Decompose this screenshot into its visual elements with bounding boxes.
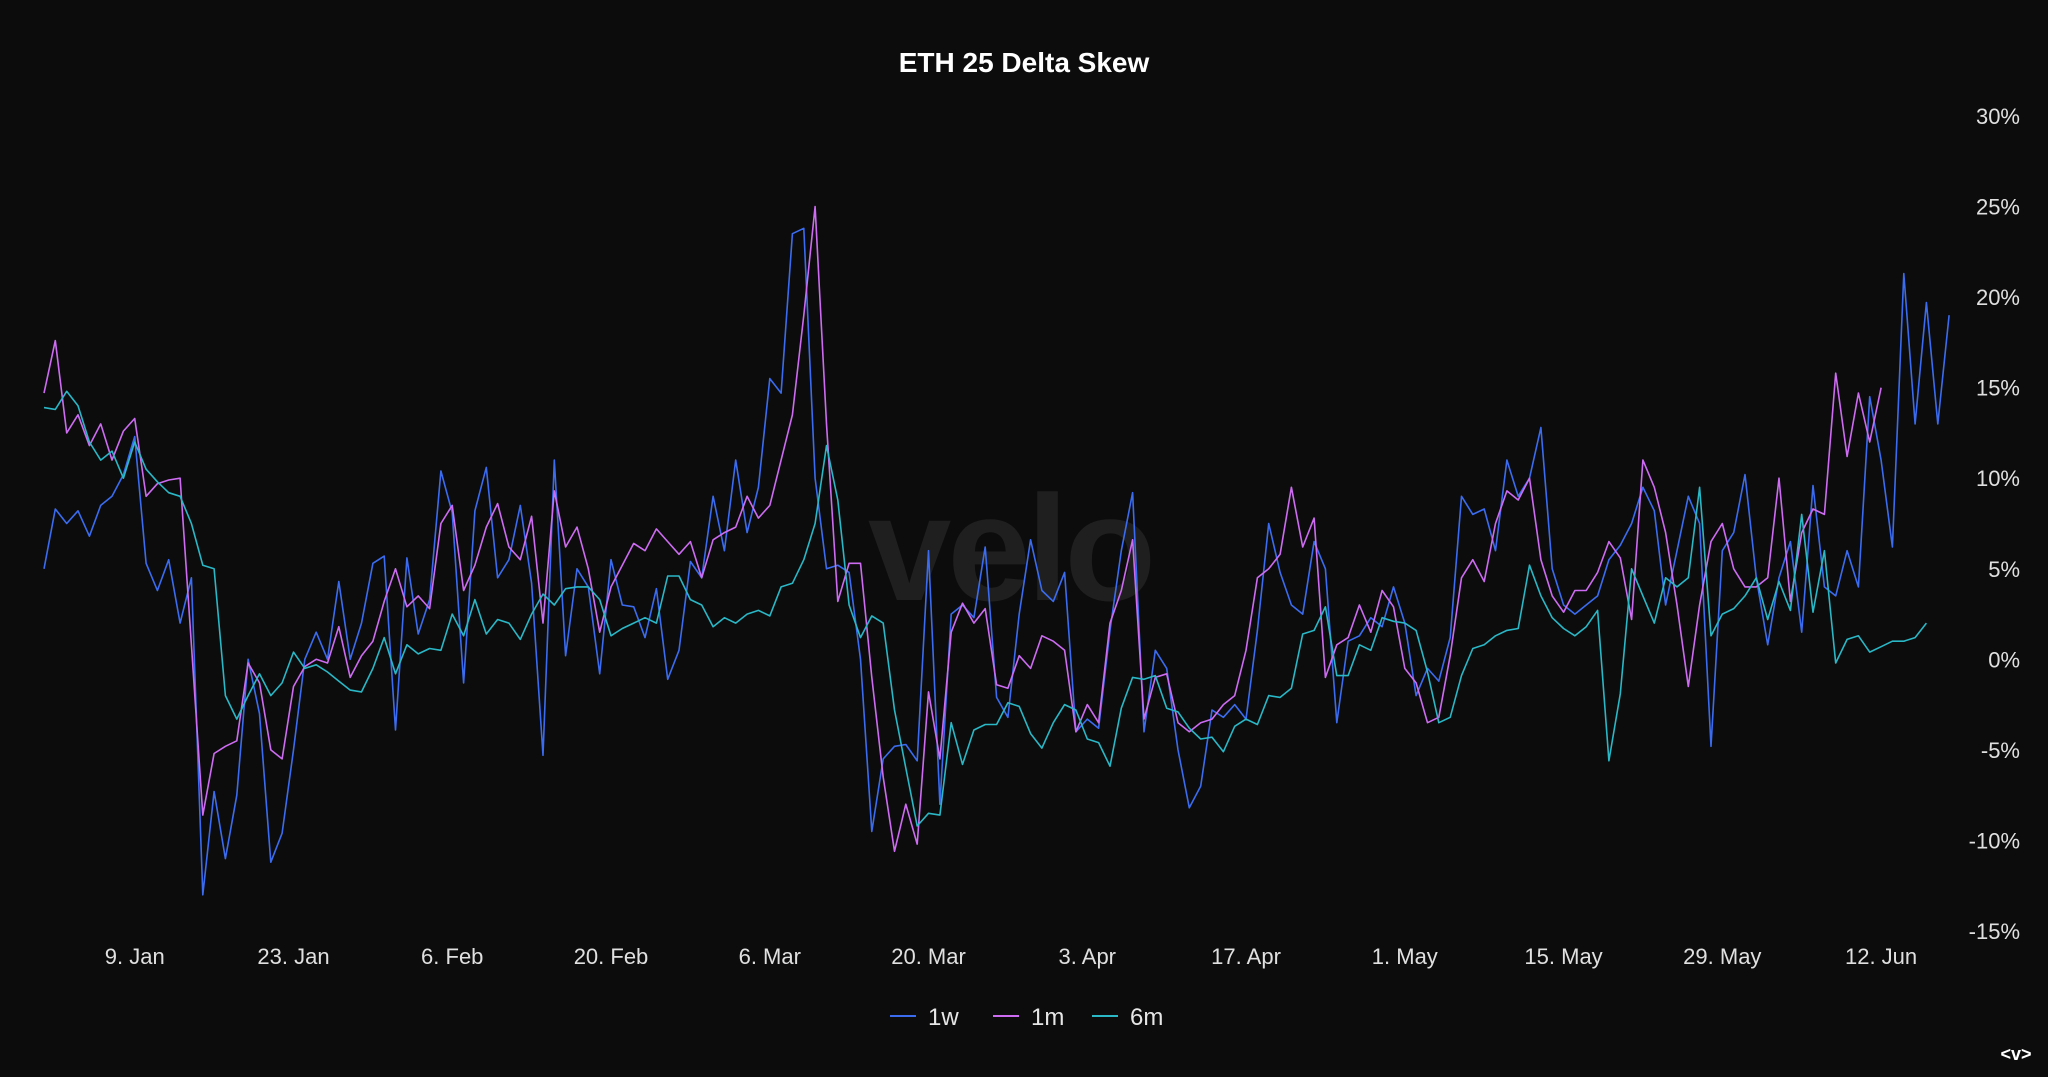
legend-item-1w[interactable]: 1w	[890, 1004, 959, 1031]
x-tick-label: 3. Apr	[1059, 944, 1116, 969]
y-tick-label: 10%	[1976, 466, 2020, 491]
x-tick-label: 20. Mar	[891, 944, 966, 969]
y-tick-label: -15%	[1969, 919, 2020, 944]
legend-label: 1w	[928, 1004, 959, 1031]
y-tick-label: 15%	[1976, 376, 2020, 401]
legend-item-6m[interactable]: 6m	[1092, 1004, 1163, 1031]
legend-label: 1m	[1031, 1004, 1064, 1031]
velo-watermark: velo	[868, 464, 1152, 632]
x-tick-label: 1. May	[1372, 944, 1438, 969]
x-tick-label: 29. May	[1683, 944, 1761, 969]
chart-menu-icon[interactable]: <v>	[2000, 1044, 2031, 1064]
series-line-1m[interactable]	[43, 205, 1882, 853]
y-tick-label: 0%	[1988, 647, 2020, 672]
x-tick-label: 20. Feb	[574, 944, 649, 969]
y-tick-label: -10%	[1969, 828, 2020, 853]
x-tick-label: 6. Mar	[739, 944, 801, 969]
y-tick-label: -5%	[1981, 738, 2020, 763]
series-line-1w[interactable]	[43, 227, 1950, 896]
x-tick-label: 17. Apr	[1211, 944, 1281, 969]
y-tick-label: 25%	[1976, 195, 2020, 220]
x-tick-label: 6. Feb	[421, 944, 483, 969]
x-axis: 9. Jan 23. Jan 6. Feb 20. Feb 6. Mar 20. Mar 3…	[105, 944, 1917, 969]
plot-area	[43, 205, 1950, 896]
y-tick-label: 5%	[1988, 557, 2020, 582]
y-axis: 30% 25% 20% 15% 10% 5% 0% -5% -10% -15%	[1969, 104, 2020, 944]
y-tick-label: 20%	[1976, 285, 2020, 310]
legend-item-1m[interactable]: 1m	[993, 1004, 1064, 1031]
chart-title: ETH 25 Delta Skew	[899, 47, 1150, 78]
legend-label: 6m	[1130, 1004, 1163, 1031]
x-tick-label: 12. Jun	[1845, 944, 1917, 969]
x-tick-label: 15. May	[1524, 944, 1602, 969]
legend: 1w 1m 6m	[890, 1004, 1163, 1031]
series-line-6m[interactable]	[43, 390, 1928, 827]
x-tick-label: 9. Jan	[105, 944, 165, 969]
y-tick-label: 30%	[1976, 104, 2020, 129]
x-tick-label: 23. Jan	[257, 944, 329, 969]
